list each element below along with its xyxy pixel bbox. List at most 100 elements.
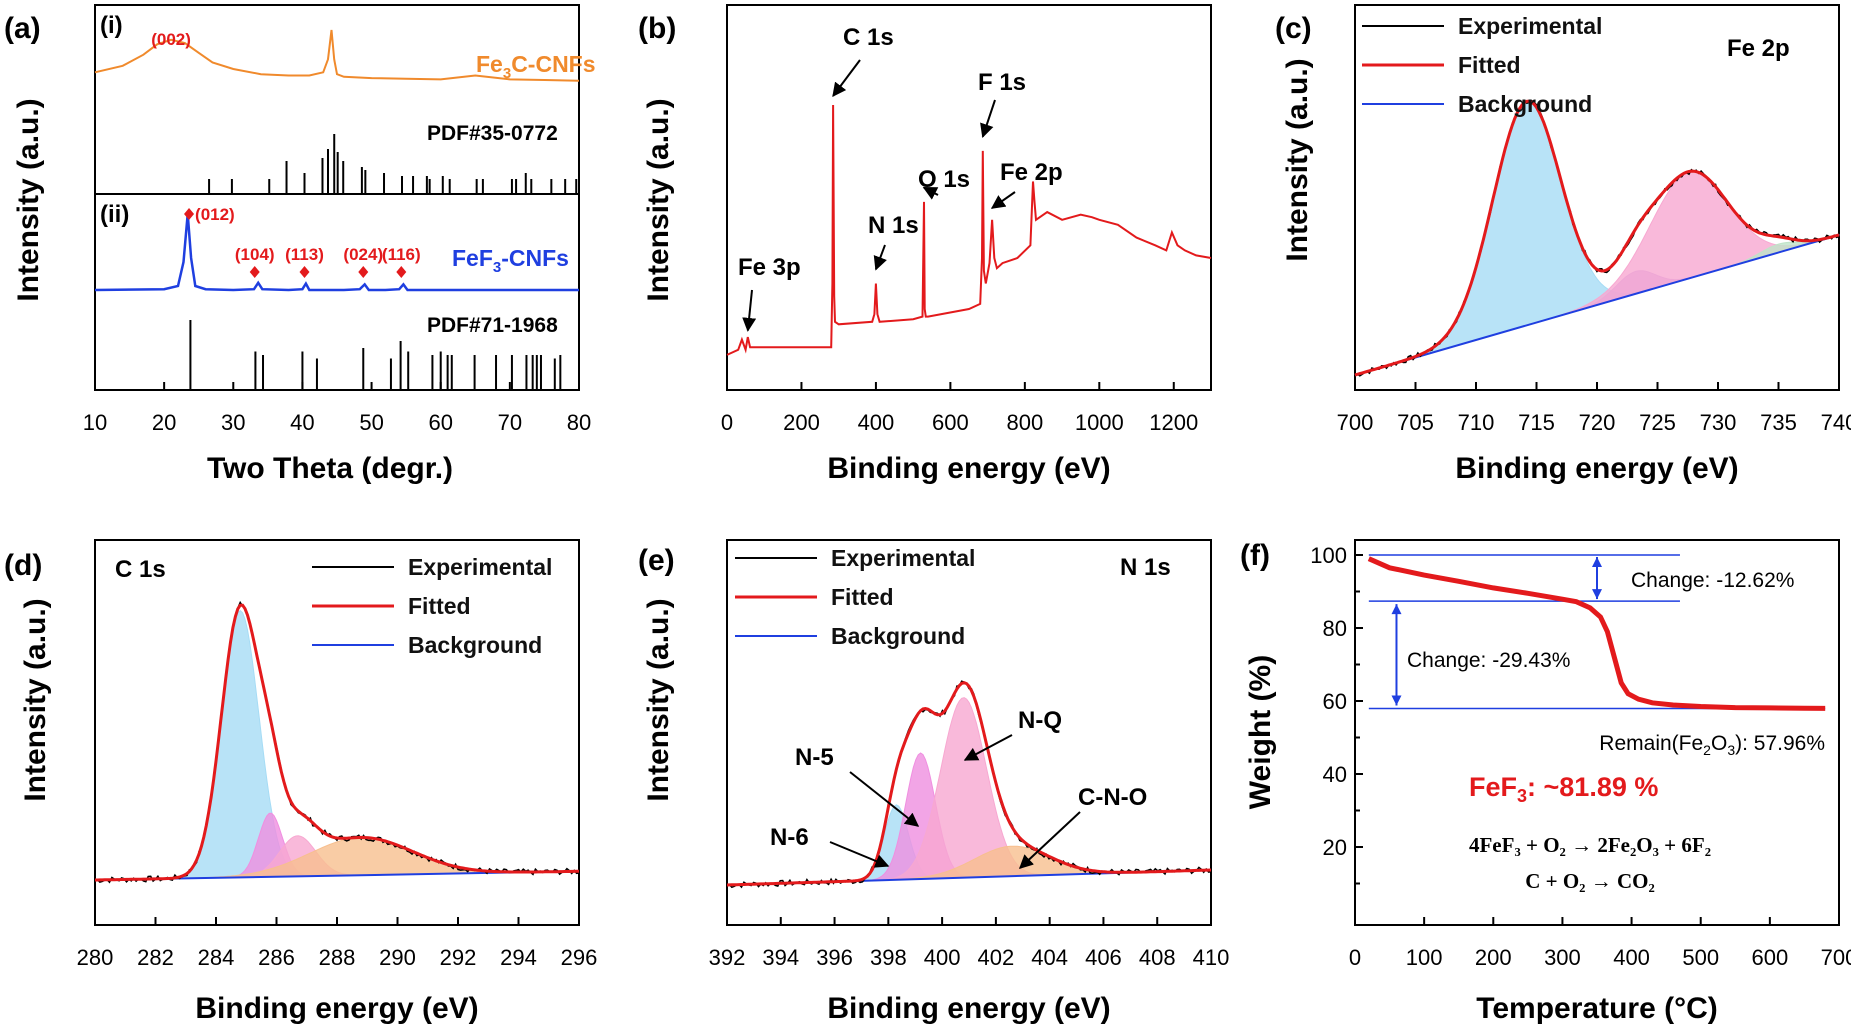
fitted-line xyxy=(726,681,1212,887)
x-ticks-d: 280 282 284 286 288 290 292 294 296 xyxy=(77,917,598,970)
y-ticks-f: 20 40 60 80 100 xyxy=(1310,543,1363,885)
survey-peak-label-5: Fe 2p xyxy=(1000,159,1063,186)
survey-peak-label-4: F 1s xyxy=(978,69,1026,96)
f-tick-label-3: 300 xyxy=(1544,945,1581,970)
n1s-fit xyxy=(726,680,1212,889)
c-tick-label-1: 705 xyxy=(1397,410,1434,435)
panel-e: (e) N 1s Experimental Fitted Background N-… xyxy=(638,539,1230,1025)
n1s-arrow-3 xyxy=(1018,811,1081,869)
panel-label-b: (b) xyxy=(638,12,676,45)
sub-label-i: (i) xyxy=(100,12,123,39)
d-tick-label-0: 280 xyxy=(77,945,114,970)
series-label-fef3: FeF3-CNFs xyxy=(452,245,569,276)
fitted-line xyxy=(95,603,579,882)
panel-label-c: (c) xyxy=(1275,12,1312,45)
f-ytick-label-0: 20 xyxy=(1323,835,1347,860)
change-arrow-2-head-bottom xyxy=(1391,695,1402,706)
xrd-peak-labels: (002) (012) (104) (113) (024)(116) xyxy=(151,30,421,278)
c-tick-label-4: 720 xyxy=(1579,410,1616,435)
survey-peak-label-2: N 1s xyxy=(868,212,919,239)
legend-e-entry-2: Background xyxy=(831,623,965,649)
d-tick-label-8: 296 xyxy=(561,945,598,970)
reference-label-2: PDF#71-1968 xyxy=(427,314,558,337)
e-tick-label-4: 400 xyxy=(924,945,961,970)
f-tick-label-7: 700 xyxy=(1821,945,1851,970)
d-tick-label-7: 294 xyxy=(500,945,537,970)
f-ytick-label-2: 60 xyxy=(1323,689,1347,714)
y-axis-label-b: Intensity (a.u.) xyxy=(642,98,675,301)
x-ticks-e: 392 394 396 398 400 402 404 406 408 410 xyxy=(709,917,1230,970)
x-axis-label-d: Binding energy (eV) xyxy=(195,992,478,1025)
legend-d-entry-0: Experimental xyxy=(408,554,552,580)
f-tick-label-6: 600 xyxy=(1751,945,1788,970)
legend-d-entry-2: Background xyxy=(408,632,542,658)
series-fe3c-cnfs xyxy=(94,29,580,82)
plot-frame-a xyxy=(94,4,580,391)
c-tick-label-8: 740 xyxy=(1821,410,1851,435)
equation-1: 4FeF₃ + O₂ → 2Fe₂O₃ + 6F₂ xyxy=(1469,833,1711,857)
n1s-label-0: N-6 xyxy=(770,824,809,851)
legend-c-entry-2: Background xyxy=(1458,91,1592,117)
fitted-line xyxy=(1354,99,1840,377)
survey-arrow-1 xyxy=(832,59,861,98)
plot-frame-f xyxy=(1354,539,1840,926)
fef3-content-label: FeF3: ~81.89 % xyxy=(1469,772,1658,806)
reference-label-1: PDF#35-0772 xyxy=(427,122,558,145)
e-tick-label-0: 392 xyxy=(709,945,746,970)
a-tick-label-7: 80 xyxy=(567,410,591,435)
a-tick-label-3: 40 xyxy=(290,410,314,435)
n1s-arrow-1 xyxy=(849,771,920,827)
experimental-line xyxy=(1354,99,1840,377)
y-axis-label-d: Intensity (a.u.) xyxy=(19,598,52,801)
change-label-2: Change: -29.43% xyxy=(1407,649,1570,672)
peak-label-4: (024) xyxy=(343,245,383,264)
survey-arrow-2 xyxy=(873,244,887,271)
sub-label-ii: (ii) xyxy=(100,201,129,228)
e-tick-label-7: 406 xyxy=(1085,945,1122,970)
y-axis-label-f: Weight (%) xyxy=(1244,655,1277,809)
peak-marker-3 xyxy=(299,266,310,278)
change-arrow-2-head-top xyxy=(1391,604,1402,615)
a-tick-label-4: 50 xyxy=(359,410,383,435)
b-tick-label-2: 400 xyxy=(858,410,895,435)
chart-title-e: N 1s xyxy=(1120,554,1171,581)
n1s-annotations: N-6 N-5 N-Q C-N-O xyxy=(770,707,1147,869)
legend-d: Experimental Fitted Background xyxy=(312,554,552,658)
chart-title-d: C 1s xyxy=(115,556,166,583)
a-tick-label-1: 20 xyxy=(152,410,176,435)
n1s-arrow-0 xyxy=(829,841,890,868)
b-tick-label-1: 200 xyxy=(783,410,820,435)
f-ytick-label-1: 40 xyxy=(1323,762,1347,787)
legend-e-entry-1: Fitted xyxy=(831,584,894,610)
change-label-1: Change: -12.62% xyxy=(1631,569,1794,592)
e-tick-label-9: 410 xyxy=(1193,945,1230,970)
fe2p-fit xyxy=(1354,99,1840,377)
e-tick-label-2: 396 xyxy=(816,945,853,970)
x-ticks-b: 0 200 400 600 800 1000 1200 xyxy=(721,382,1198,435)
peak-label-5: (116) xyxy=(382,245,421,264)
d-tick-label-4: 288 xyxy=(319,945,356,970)
remain-label: Remain(Fe2O3): 57.96% xyxy=(1599,732,1825,758)
x-axis-label-f: Temperature (°C) xyxy=(1476,992,1717,1025)
x-ticks-f: 0 100 200 300 400 500 600 700 xyxy=(1349,917,1851,970)
d-tick-label-5: 290 xyxy=(379,945,416,970)
n1s-label-3: C-N-O xyxy=(1078,784,1147,811)
survey-line xyxy=(726,104,1212,356)
f-ytick-label-3: 80 xyxy=(1323,616,1347,641)
b-tick-label-6: 1200 xyxy=(1149,410,1198,435)
tga-line xyxy=(1367,556,1826,711)
d-tick-label-2: 284 xyxy=(198,945,235,970)
c-tick-label-7: 735 xyxy=(1760,410,1797,435)
d-tick-label-1: 282 xyxy=(137,945,174,970)
n1s-arrow-2 xyxy=(963,734,1013,761)
d-tick-label-6: 292 xyxy=(440,945,477,970)
f-tick-label-2: 200 xyxy=(1475,945,1512,970)
x-ticks-c: 700 705 710 715 720 725 730 735 740 xyxy=(1337,382,1851,435)
equation-2: C + O₂ → CO₂ xyxy=(1525,869,1655,893)
peak-label-3: (113) xyxy=(285,245,324,264)
survey-peak-label-1: C 1s xyxy=(843,24,894,51)
x-axis-label-c: Binding energy (eV) xyxy=(1455,452,1738,485)
peak-marker-5 xyxy=(396,266,407,278)
